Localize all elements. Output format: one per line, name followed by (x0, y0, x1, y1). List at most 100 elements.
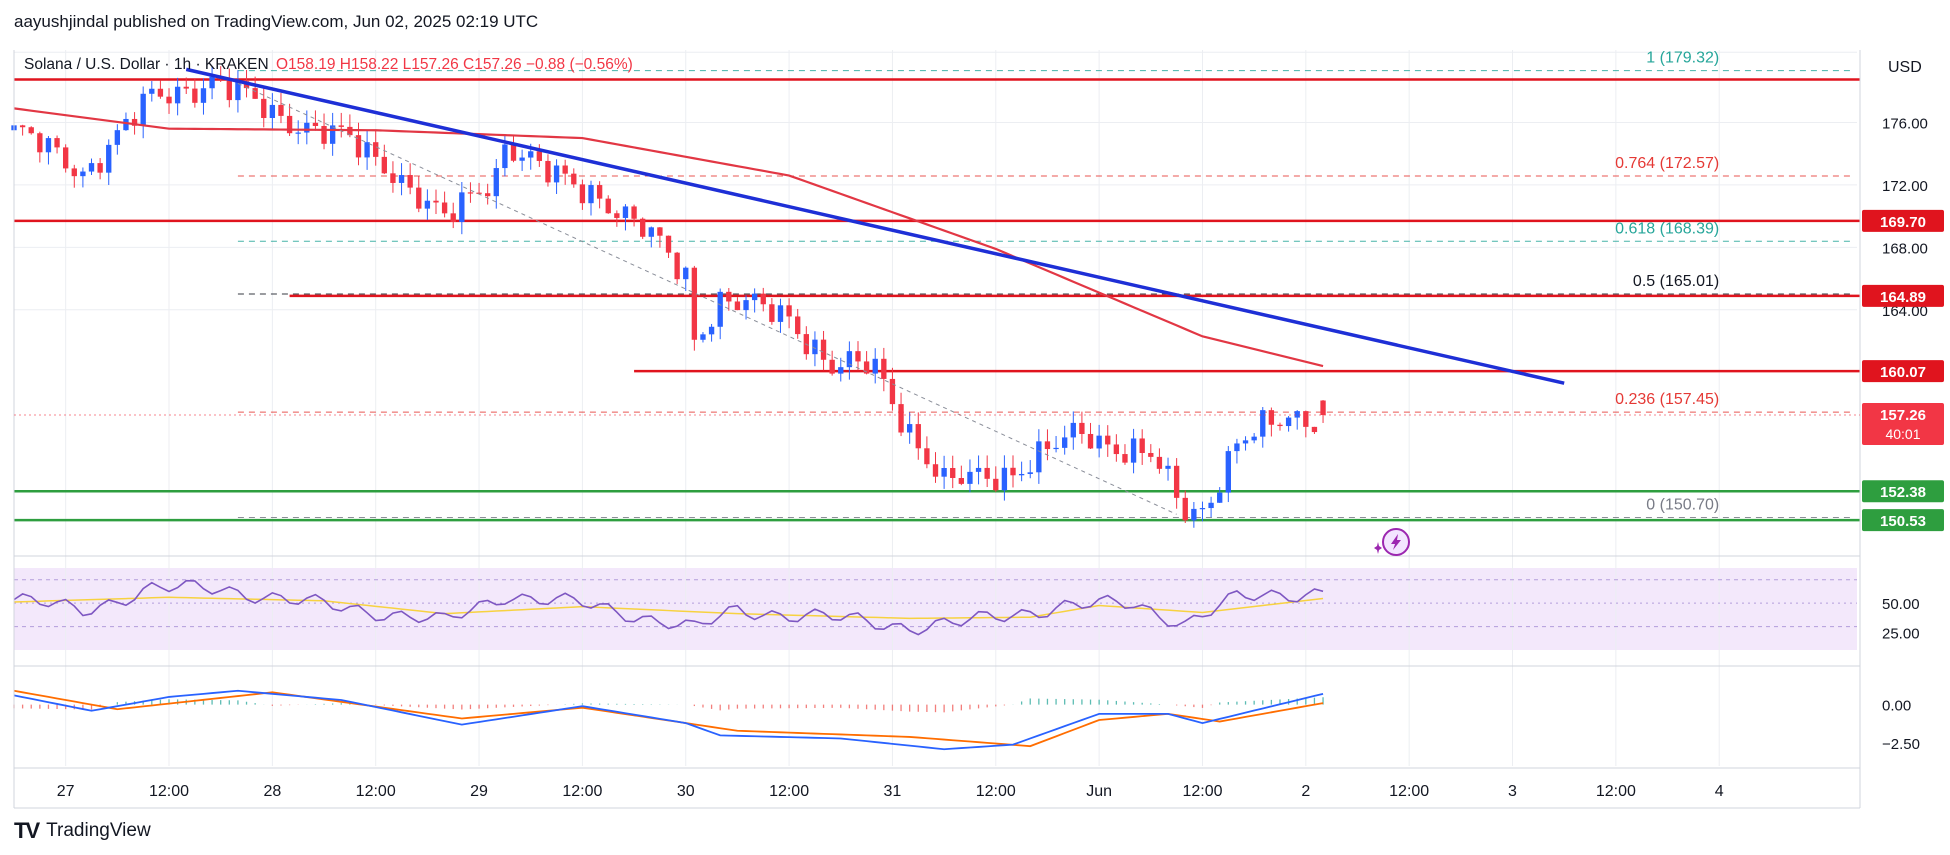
candle-body-up (1217, 492, 1223, 503)
candle-body-down (286, 115, 293, 134)
candle-body-up (174, 86, 181, 104)
time-tick-label: 4 (1715, 783, 1724, 800)
level-price-badge-text: 160.07 (1880, 364, 1926, 381)
candle-body-up (622, 206, 629, 218)
rsi-tick-label: 25.00 (1882, 625, 1920, 642)
candle-body-down (1173, 465, 1180, 498)
candle-body-down (157, 88, 164, 97)
candle-body-up (967, 471, 973, 484)
candle-body-down (476, 192, 482, 194)
candle-body-down (984, 467, 990, 479)
macd-tick-label: −2.50 (1882, 736, 1920, 753)
fib-level-label: 0.764 (172.57) (1615, 155, 1719, 172)
candle-body-up (304, 122, 310, 133)
level-price-badge-text: 152.38 (1880, 484, 1926, 501)
candle-body-down (950, 467, 956, 479)
candle-body-down (820, 339, 827, 360)
candle-body-up (553, 165, 560, 183)
time-tick-label: 30 (677, 783, 695, 800)
macd-pane (13, 689, 1324, 751)
candle-body-up (941, 467, 947, 477)
fib-level-label: 0.236 (157.45) (1615, 391, 1719, 408)
candle-body-down (467, 192, 474, 194)
candle-body-up (45, 138, 52, 153)
candle-body-down (1044, 441, 1051, 450)
candle-body-up (209, 76, 215, 89)
candle-body-down (691, 267, 698, 340)
level-price-badge (1862, 284, 1944, 307)
lightning-icon[interactable] (1374, 528, 1410, 556)
horizontal-levels (14, 78, 1860, 522)
candle-body-up (295, 132, 301, 134)
time-tick-label: 12:00 (149, 783, 189, 800)
candle-body-down (71, 168, 77, 177)
candle-body-down (183, 86, 189, 89)
candle-body-down (1010, 467, 1016, 476)
candle-body-down (261, 98, 267, 119)
candle-body-up (648, 227, 654, 237)
candle-body-down (381, 156, 387, 174)
time-tick-label: 12:00 (976, 783, 1016, 800)
level-price-badge-text: 150.53 (1880, 513, 1926, 530)
candle-body-up (846, 351, 853, 368)
candle-body-down (769, 304, 775, 322)
time-tick-label: 28 (263, 783, 281, 800)
candle-body-down (1079, 422, 1085, 434)
time-tick-label: 12:00 (769, 783, 809, 800)
level-price-badge (1862, 209, 1944, 232)
candle-body-down (166, 96, 172, 104)
candle-body-up (683, 267, 689, 280)
candle-body-down (545, 160, 551, 183)
candle-body-up (424, 200, 431, 209)
candle-body-down (631, 206, 637, 219)
rsi-band (14, 568, 1857, 650)
current-price-text: 157.26 (1880, 407, 1926, 424)
candle-body-down (321, 125, 327, 144)
candle-body-down (484, 193, 491, 197)
candle-body-up (1208, 502, 1214, 509)
candle-body-up (235, 81, 241, 101)
candle-body-down (760, 293, 766, 305)
candle-body-down (37, 133, 43, 153)
candle-body-up (1294, 411, 1300, 418)
time-tick-label: 3 (1508, 783, 1517, 800)
candle-body-down (958, 478, 965, 484)
level-price-badge (1862, 480, 1944, 503)
candle-body-up (1096, 435, 1102, 449)
candle-body-up (140, 93, 146, 126)
candle-body-down (795, 316, 801, 335)
candle-body-up (528, 151, 534, 158)
macd-line (13, 689, 1324, 751)
candle-body-down (390, 173, 396, 183)
tradingview-logo-icon: TV (14, 818, 40, 843)
candle-body-down (54, 138, 60, 148)
candle-body-up (200, 88, 207, 103)
price-tick-label: 168.00 (1882, 240, 1928, 257)
rsi-moving-average-line (13, 596, 1324, 620)
candle-body-up (1001, 467, 1008, 491)
candle-body-up (398, 175, 405, 183)
candle-body-down (416, 187, 422, 209)
candle-body-down (1303, 411, 1309, 427)
candle-countdown-text: 40:01 (1885, 426, 1920, 442)
candle-body-up (1225, 451, 1231, 493)
candle-body-down (734, 301, 741, 311)
candle-body-up (1285, 417, 1292, 427)
candle-body-down (1139, 438, 1145, 453)
fib-level-label: 0.5 (165.01) (1633, 273, 1719, 290)
candle-body-up (588, 185, 594, 204)
candle-body-up (106, 144, 112, 173)
time-tick-label: 29 (470, 783, 488, 800)
candle-body-down (355, 135, 362, 158)
tradingview-logo[interactable]: TV TradingView (14, 818, 151, 844)
candle-body-up (751, 293, 758, 301)
chart-grid (14, 50, 1857, 766)
level-price-badge-text: 169.70 (1880, 214, 1926, 231)
candle-body-down (1320, 400, 1326, 416)
candle-body-up (1062, 437, 1068, 448)
time-tick-label: 12:00 (1389, 783, 1429, 800)
candle-body-up (459, 192, 465, 222)
candle-body-down (63, 147, 69, 169)
macd-tick-label: 0.00 (1882, 698, 1911, 715)
